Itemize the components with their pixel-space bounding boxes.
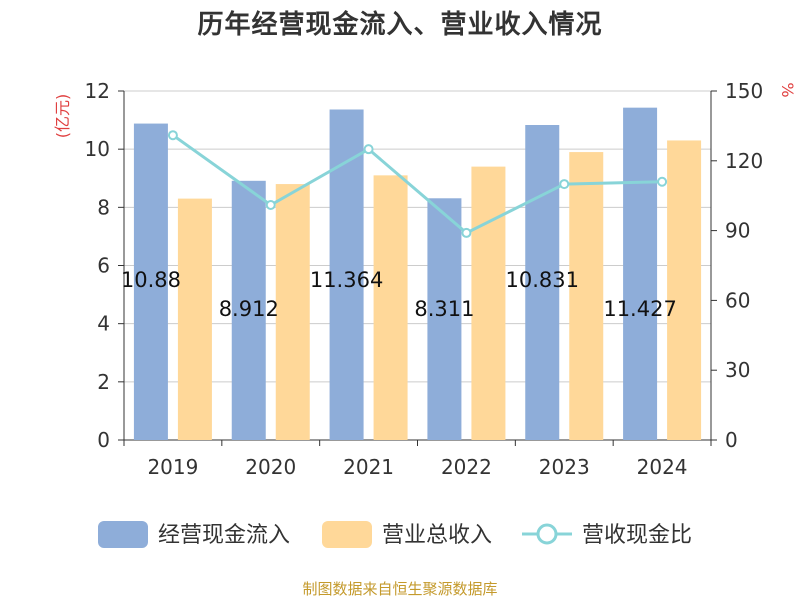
legend-marker-ratio — [536, 523, 558, 545]
point-ratio — [559, 179, 570, 190]
data-label-cash-inflow: 8.912 — [219, 297, 279, 321]
y-left-tick-label: 2 — [97, 370, 110, 394]
source-text: 制图数据来自恒生聚源数据库 — [302, 580, 498, 598]
x-tick-label: 2021 — [343, 455, 394, 479]
legend-label-revenue: 营业总收入 — [382, 523, 492, 548]
legend-label-ratio: 营收现金比 — [582, 523, 692, 548]
legend-swatch-cash-inflow — [98, 521, 148, 548]
data-label-cash-inflow: 10.88 — [121, 268, 181, 292]
x-tick-label: 2023 — [539, 455, 590, 479]
point-ratio — [363, 144, 374, 155]
y-left-tick-label: 4 — [97, 312, 110, 336]
chart-title: 历年经营现金流入、营业收入情况 — [197, 10, 603, 40]
y-left-tick-label: 10 — [85, 137, 110, 161]
bar-cash-inflow — [329, 109, 364, 440]
point-ratio — [265, 200, 276, 211]
y-left-tick-label: 12 — [85, 79, 110, 103]
y-right-tick-label: 60 — [725, 288, 750, 312]
bar-cash-inflow — [231, 180, 266, 440]
y-left-axis-label: (亿元) — [53, 94, 72, 139]
data-label-cash-inflow: 8.311 — [414, 297, 474, 321]
bar-cash-inflow — [525, 124, 560, 440]
point-ratio — [657, 176, 668, 187]
bar-revenue — [275, 184, 310, 440]
data-label-cash-inflow: 10.831 — [506, 268, 579, 292]
x-tick-label: 2022 — [441, 455, 492, 479]
y-left-tick-label: 6 — [97, 254, 110, 278]
y-right-tick-label: 150 — [725, 79, 763, 103]
bar-revenue — [373, 175, 408, 440]
bar-revenue — [177, 198, 212, 440]
x-tick-label: 2024 — [637, 455, 688, 479]
bar-revenue — [667, 140, 702, 441]
point-ratio — [167, 130, 178, 141]
x-tick-label: 2019 — [147, 455, 198, 479]
y-left-tick-label: 0 — [97, 428, 110, 452]
line-ratio — [172, 133, 663, 235]
x-tick-label: 2020 — [245, 455, 296, 479]
bar-revenue — [569, 152, 604, 440]
data-label-cash-inflow: 11.364 — [310, 268, 383, 292]
bar-cash-inflow — [133, 123, 168, 440]
point-ratio — [461, 227, 472, 238]
bar-cash-inflow — [623, 107, 658, 441]
y-right-axis-label: % — [778, 82, 797, 97]
legend-label-cash-inflow: 经营现金流入 — [158, 523, 290, 548]
y-right-tick-label: 30 — [725, 358, 750, 382]
y-right-tick-label: 120 — [725, 149, 763, 173]
y-left-tick-label: 8 — [97, 195, 110, 219]
data-label-cash-inflow: 11.427 — [603, 297, 676, 321]
bar-cash-inflow — [427, 198, 462, 440]
legend-swatch-revenue — [322, 521, 372, 548]
y-right-tick-label: 90 — [725, 219, 750, 243]
bar-revenue — [471, 166, 506, 440]
y-right-tick-label: 0 — [725, 428, 738, 452]
